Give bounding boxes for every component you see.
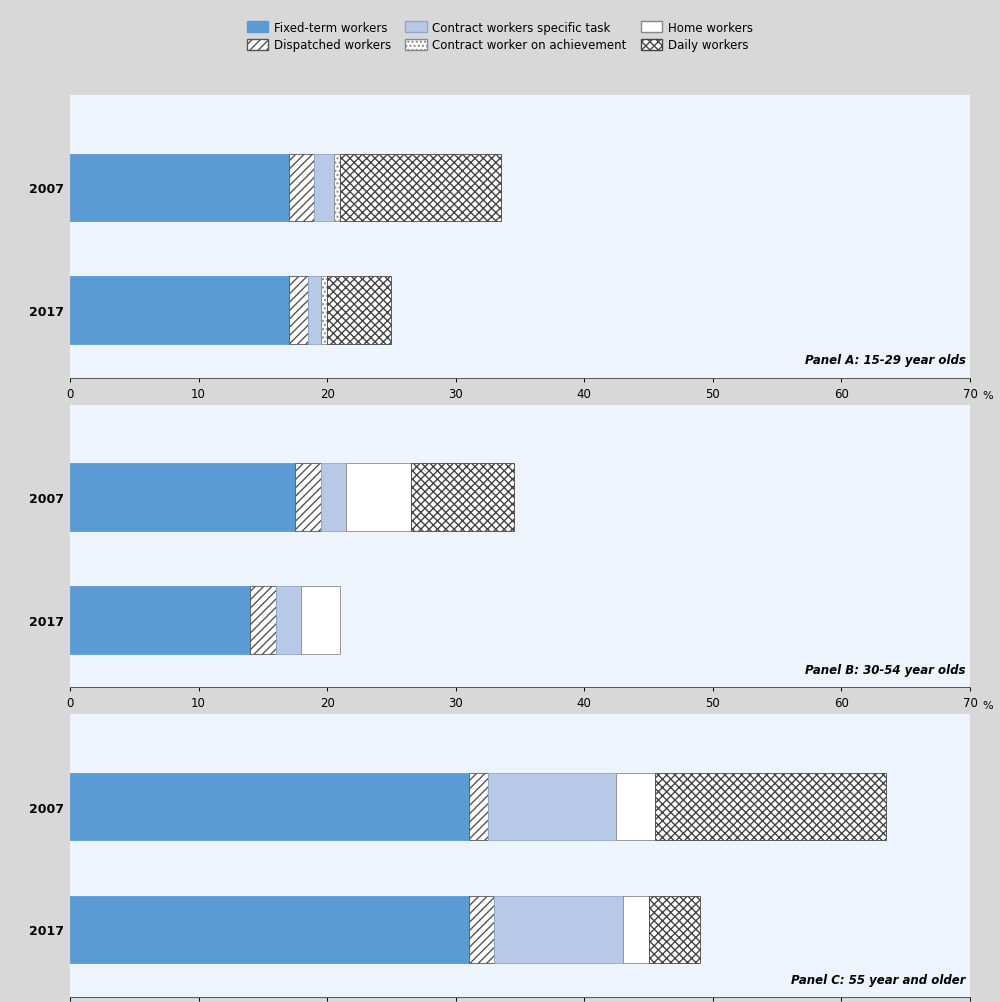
Bar: [276, 586, 301, 654]
Bar: [70, 278, 289, 345]
Text: Panel A: 15-29 year olds: Panel A: 15-29 year olds: [805, 354, 966, 367]
Text: %: %: [983, 700, 993, 710]
Bar: [655, 774, 886, 841]
Bar: [250, 586, 276, 654]
Text: Panel B: 30-54 year olds: Panel B: 30-54 year olds: [805, 663, 966, 676]
Bar: [494, 896, 623, 963]
Bar: [295, 464, 321, 531]
Bar: [289, 154, 314, 222]
Bar: [321, 464, 346, 531]
Bar: [314, 154, 334, 222]
Bar: [70, 896, 469, 963]
Bar: [411, 464, 514, 531]
Bar: [623, 896, 649, 963]
Bar: [321, 278, 327, 345]
Bar: [289, 278, 308, 345]
Bar: [469, 774, 488, 841]
Bar: [70, 774, 469, 841]
Bar: [469, 896, 494, 963]
Bar: [488, 774, 616, 841]
Bar: [308, 278, 321, 345]
Bar: [70, 586, 250, 654]
Bar: [346, 464, 411, 531]
Bar: [649, 896, 700, 963]
Bar: [327, 278, 391, 345]
Bar: [70, 464, 295, 531]
Bar: [340, 154, 501, 222]
Text: %: %: [983, 391, 993, 401]
Text: Panel C: 55 year and older: Panel C: 55 year and older: [791, 973, 966, 986]
Legend: Fixed-term workers, Dispatched workers, Contract workers specific task, Contract: Fixed-term workers, Dispatched workers, …: [243, 18, 757, 56]
Bar: [301, 586, 340, 654]
Bar: [70, 154, 289, 222]
Bar: [616, 774, 655, 841]
Bar: [334, 154, 340, 222]
